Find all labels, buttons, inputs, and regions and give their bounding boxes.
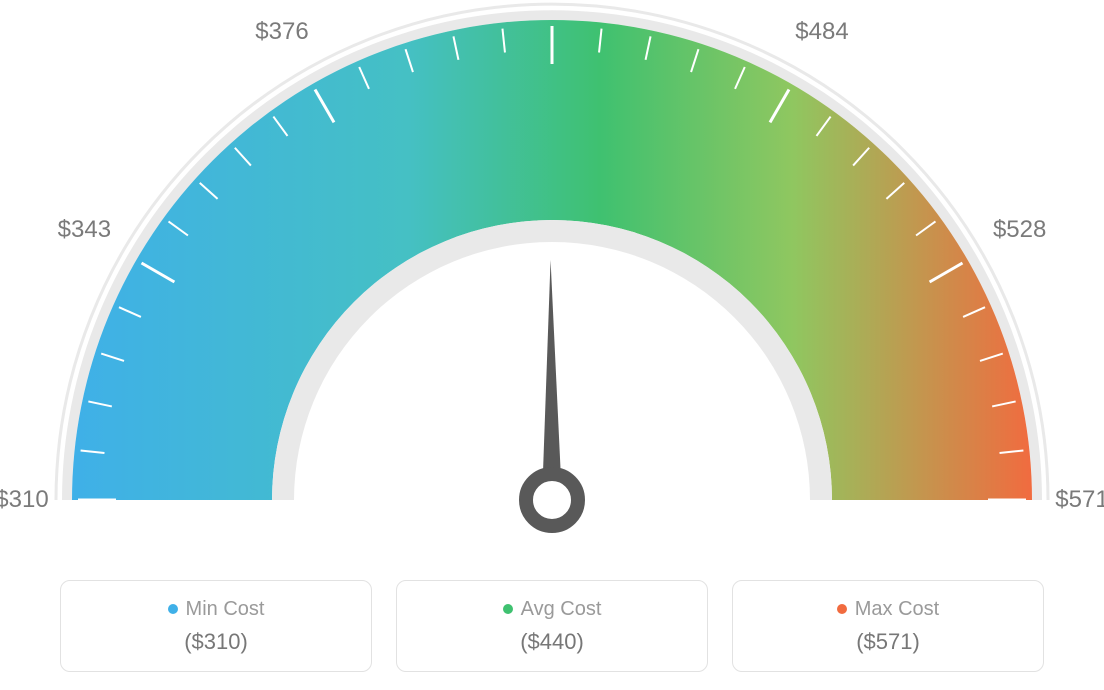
gauge-svg <box>0 0 1104 560</box>
legend-dot-avg <box>503 604 513 614</box>
gauge-chart: $310$343$376$440$484$528$571 <box>0 0 1104 560</box>
legend-value-min: ($310) <box>184 629 248 655</box>
gauge-tick-label: $484 <box>795 18 848 46</box>
legend-value-max: ($571) <box>856 629 920 655</box>
legend-label-avg: Avg Cost <box>521 598 602 621</box>
legend-top: Min Cost <box>168 598 265 621</box>
legend-label-min: Min Cost <box>186 598 265 621</box>
gauge-tick-label: $528 <box>993 216 1046 244</box>
gauge-tick-label: $376 <box>255 18 308 46</box>
legend-card-avg: Avg Cost ($440) <box>396 580 708 672</box>
gauge-tick-label: $310 <box>0 486 49 514</box>
legend-card-max: Max Cost ($571) <box>732 580 1044 672</box>
legend-value-avg: ($440) <box>520 629 584 655</box>
legend-top: Avg Cost <box>503 598 602 621</box>
legend-card-min: Min Cost ($310) <box>60 580 372 672</box>
legend-dot-max <box>837 604 847 614</box>
gauge-tick-label: $571 <box>1055 486 1104 514</box>
legend-dot-min <box>168 604 178 614</box>
legend-top: Max Cost <box>837 598 939 621</box>
legend-row: Min Cost ($310) Avg Cost ($440) Max Cost… <box>0 580 1104 672</box>
legend-label-max: Max Cost <box>855 598 939 621</box>
gauge-tick-label: $343 <box>58 216 111 244</box>
